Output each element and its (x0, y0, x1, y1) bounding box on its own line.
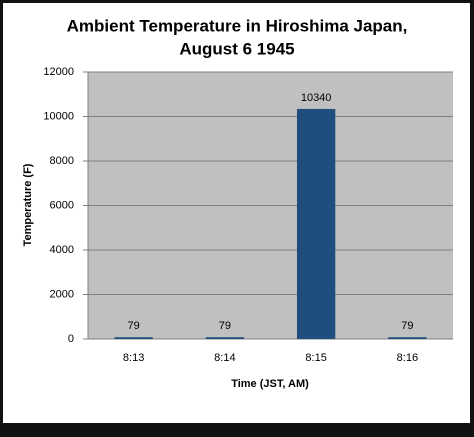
x-tick-label: 8:13 (123, 352, 144, 364)
y-tick-label: 4000 (50, 244, 74, 256)
x-axis-title: Time (JST, AM) (231, 378, 309, 390)
bar (114, 337, 153, 339)
data-label: 79 (219, 320, 231, 332)
data-label: 79 (401, 320, 413, 332)
chart-title: Ambient Temperature in Hiroshima Japan, (67, 16, 408, 35)
y-tick-label: 6000 (50, 199, 74, 211)
x-tick-label: 8:14 (214, 352, 235, 364)
bar (296, 108, 336, 339)
data-label: 10340 (301, 92, 332, 104)
y-tick-label: 2000 (50, 288, 74, 300)
y-axis-title: Temperature (F) (22, 163, 34, 246)
data-label: 79 (128, 320, 140, 332)
y-tick-label: 12000 (43, 66, 74, 78)
x-tick-label: 8:16 (397, 352, 418, 364)
y-tick-label: 0 (68, 333, 74, 345)
y-tick-label: 10000 (43, 110, 74, 122)
x-tick-label: 8:15 (305, 352, 326, 364)
chart-title: August 6 1945 (179, 39, 294, 58)
bar (388, 337, 427, 339)
bar (205, 337, 245, 339)
y-tick-label: 8000 (50, 155, 74, 167)
